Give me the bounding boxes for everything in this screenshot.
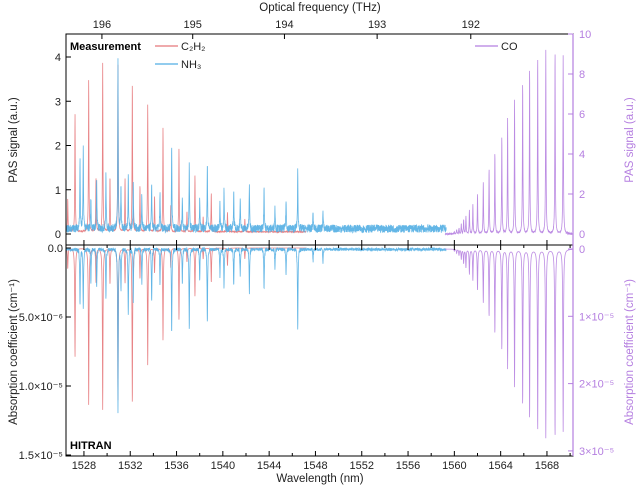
hitran-line-c2h2 bbox=[66, 247, 307, 410]
hitran-line-co bbox=[445, 248, 573, 439]
hitran-left-tick-label: 0.0 bbox=[48, 243, 63, 255]
measurement-line-c2h2 bbox=[66, 62, 307, 234]
measurement-line-nh3 bbox=[66, 58, 447, 234]
hitran-right-tick-label: 0 bbox=[579, 244, 585, 256]
freq-tick-label: 192 bbox=[462, 19, 480, 31]
x-tick-label: 1528 bbox=[72, 460, 96, 472]
freq-tick-label: 194 bbox=[275, 19, 293, 31]
hitran-right-tick-label: 1×10⁻⁵ bbox=[579, 311, 614, 323]
measurement-left-ylabel: PAS signal (a.u.) bbox=[8, 97, 20, 183]
x-tick-label: 1552 bbox=[350, 460, 374, 472]
top-axis-label: Optical frequency (THz) bbox=[259, 2, 381, 14]
measurement-left-tick-label: 1 bbox=[55, 185, 61, 197]
measurement-line-co bbox=[444, 49, 573, 236]
legend-label-c2h2: C₂H₂ bbox=[181, 41, 205, 53]
freq-tick-label: 193 bbox=[368, 19, 386, 31]
hitran-line-nh3 bbox=[66, 246, 447, 414]
x-tick-label: 1544 bbox=[257, 460, 281, 472]
ticks-layer: 1528 1532 1536 1540 1544 1548 1552 1556 1560 1564… bbox=[19, 19, 614, 472]
measurement-right-tick-label: 8 bbox=[579, 69, 585, 81]
measurement-right-tick-label: 4 bbox=[579, 149, 585, 161]
hitran-left-tick-label: 1.0×10⁻⁵ bbox=[19, 381, 63, 393]
measurement-panel-title: Measurement bbox=[70, 41, 141, 53]
x-tick-label: 1548 bbox=[303, 460, 327, 472]
freq-tick-label: 195 bbox=[184, 19, 202, 31]
hitran-panel-title: HITRAN bbox=[70, 440, 112, 452]
x-tick-label: 1532 bbox=[118, 460, 142, 472]
hitran-right-tick-label: 2×10⁻⁵ bbox=[579, 379, 614, 391]
measurement-left-tick-label: 0 bbox=[55, 229, 61, 241]
measurement-right-tick-label: 2 bbox=[579, 189, 585, 201]
measurement-right-ylabel: PAS signal (a.u.) bbox=[624, 97, 636, 183]
series-layer bbox=[66, 49, 573, 439]
x-tick-label: 1556 bbox=[396, 460, 420, 472]
x-axis-label: Wavelength (nm) bbox=[276, 473, 363, 485]
measurement-right-tick-label: 10 bbox=[579, 29, 591, 41]
x-tick-label: 1536 bbox=[164, 460, 188, 472]
freq-tick-label: 196 bbox=[93, 19, 111, 31]
legend-label-co: CO bbox=[501, 41, 518, 53]
hitran-right-tick-label: 3×10⁻⁵ bbox=[579, 446, 614, 458]
hitran-left-ylabel: Absorption coefficient (cm⁻¹) bbox=[8, 279, 20, 425]
measurement-right-tick-label: 6 bbox=[579, 109, 585, 121]
legend: C₂H₂ NH₃ CO bbox=[155, 41, 518, 71]
measurement-left-tick-label: 2 bbox=[55, 141, 61, 153]
hitran-left-tick-label: 1.5×10⁻⁵ bbox=[19, 450, 63, 462]
legend-label-nh3: NH₃ bbox=[181, 59, 201, 71]
hitran-left-tick-label: 5.0×10⁻⁶ bbox=[19, 312, 63, 324]
measurement-left-tick-label: 4 bbox=[55, 52, 61, 64]
x-tick-label: 1564 bbox=[488, 460, 512, 472]
x-tick-label: 1540 bbox=[211, 460, 235, 472]
measurement-right-tick-label: 0 bbox=[579, 229, 585, 241]
hitran-right-ylabel: Absorption coefficient (cm⁻¹) bbox=[624, 279, 636, 425]
measurement-left-tick-label: 3 bbox=[55, 96, 61, 108]
x-tick-label: 1560 bbox=[442, 460, 466, 472]
x-tick-label: 1568 bbox=[535, 460, 559, 472]
